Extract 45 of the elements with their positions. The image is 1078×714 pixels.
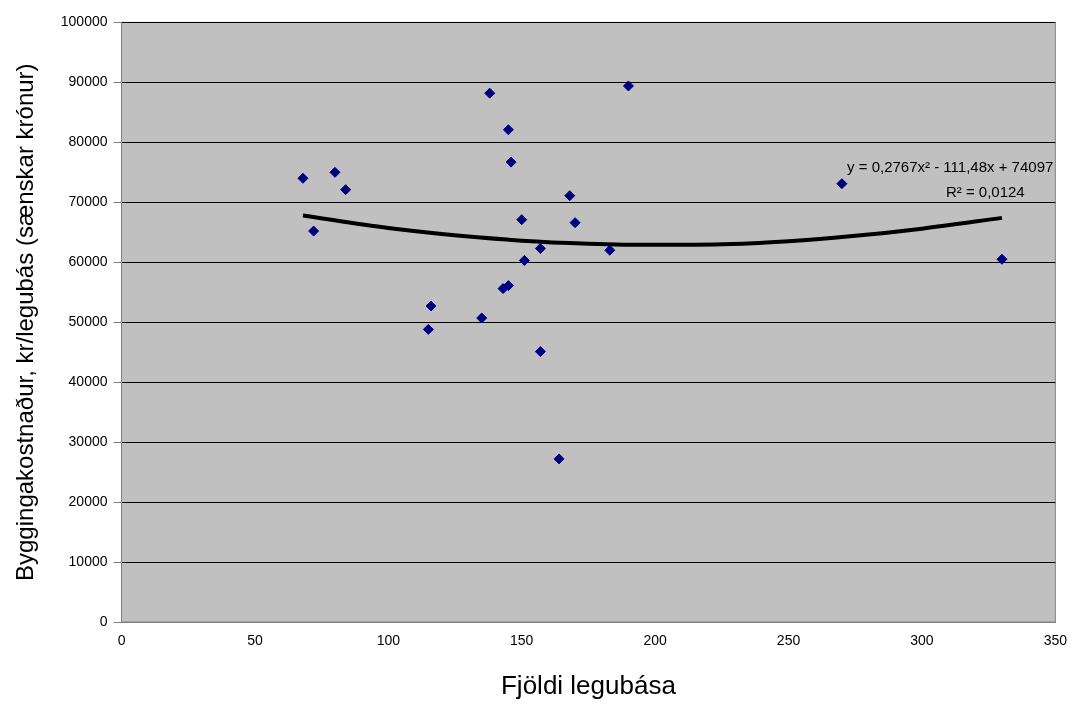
point: [569, 217, 581, 229]
point: [534, 242, 546, 254]
point: [297, 172, 309, 184]
x-axis-title: Fjöldi legubása: [500, 669, 677, 700]
point: [518, 254, 530, 266]
y-tick-label: 100000: [60, 13, 108, 30]
y-tick-label: 0: [99, 612, 108, 629]
point: [534, 346, 546, 358]
y-tick-label: 50000: [68, 313, 108, 330]
y-tick-label: 30000: [68, 432, 108, 449]
y-tick-label: 80000: [68, 133, 108, 150]
x-tick-label: 0: [117, 632, 126, 649]
point: [502, 124, 514, 136]
y-axis-title: Byggingakostnaður, kr/legubás (sænskar krónur): [11, 63, 39, 581]
point: [340, 184, 352, 196]
point: [604, 244, 616, 256]
point: [564, 190, 576, 202]
x-tick-label: 150: [510, 632, 534, 649]
x-tick-label: 100: [376, 632, 401, 649]
point: [329, 166, 341, 178]
x-tick-label: 250: [776, 632, 801, 649]
x-tick-label: 200: [643, 632, 668, 649]
point: [996, 253, 1008, 265]
annotation: y = 0,2767x² - 111,48x + 74097: [847, 157, 1054, 175]
point: [516, 214, 528, 226]
point: [553, 453, 565, 465]
y-tick-label: 60000: [68, 253, 108, 270]
y-tick-label: 90000: [68, 73, 108, 90]
point: [622, 80, 634, 92]
x-tick-label: 300: [910, 632, 934, 649]
x-tick-label: 350: [1043, 632, 1068, 649]
y-tick-label: 70000: [68, 193, 108, 210]
point: [425, 300, 437, 312]
point: [308, 225, 320, 237]
annotation: R² = 0,0124: [945, 182, 1025, 200]
y-tick-label: 10000: [68, 552, 108, 569]
point: [505, 156, 517, 168]
point: [484, 87, 496, 99]
line-series: [300, 213, 1004, 247]
point: [476, 312, 488, 324]
point: [422, 323, 434, 335]
point: [836, 178, 848, 190]
x-tick-label: 50: [247, 632, 263, 649]
y-tick-label: 20000: [68, 492, 108, 509]
y-tick-label: 40000: [68, 373, 108, 390]
